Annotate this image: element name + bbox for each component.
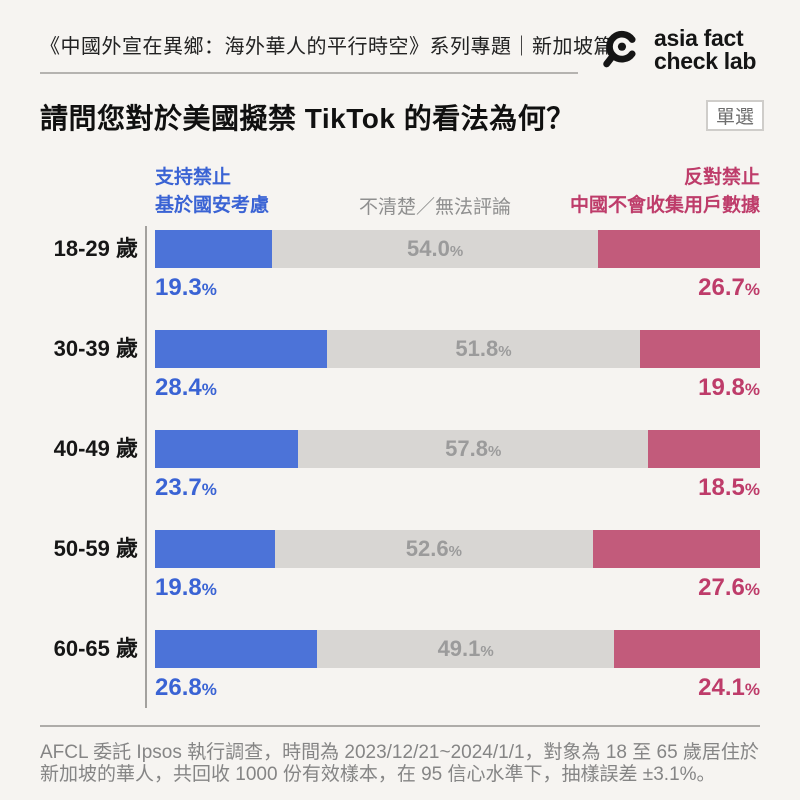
oppose-value-label: 26.7% [698, 274, 760, 301]
stacked-bar: 57.8% [155, 430, 760, 468]
bar-value-labels: 19.8% 27.6% [155, 574, 760, 602]
chart-row-50-59: 50-59 歲 52.6% 19.8% 27.6% [0, 530, 800, 630]
logo-line2: check lab [654, 48, 757, 74]
bar-segment-oppose [614, 630, 760, 668]
chart-axis-line [145, 226, 147, 708]
footer-line1: AFCL 委託 Ipsos 執行調查，時間為 2023/12/21~2024/1… [40, 742, 759, 763]
bar-segment-oppose [648, 430, 760, 468]
bar-value-labels: 19.3% 26.7% [155, 274, 760, 302]
bar-segment-support [155, 330, 327, 368]
logo-line1: asia fact [654, 25, 744, 51]
stacked-bar: 52.6% [155, 530, 760, 568]
legend-unclear: 不清楚／無法評論 [358, 197, 511, 218]
oppose-value-label: 24.1% [698, 674, 760, 701]
footer-line2: 新加坡的華人，共回收 1000 份有效樣本，在 95 信心水準下，抽樣誤差 ±3… [40, 764, 716, 785]
oppose-value-label: 18.5% [698, 474, 760, 501]
bar-segment-support [155, 230, 272, 268]
unclear-value-label: 49.1% [437, 636, 494, 661]
legend-support: 支持禁止 基於國安考慮 [155, 164, 269, 220]
chart-row-30-39: 30-39 歲 51.8% 28.4% 19.8% [0, 330, 800, 430]
age-group-label: 50-59 歲 [53, 536, 138, 561]
bar-value-labels: 26.8% 24.1% [155, 674, 760, 702]
chart-row-60-65: 60-65 歲 49.1% 26.8% 24.1% [0, 630, 800, 730]
percent-sign: % [498, 343, 512, 360]
bar-segment-oppose [598, 230, 760, 268]
bar-segment-oppose [640, 330, 760, 368]
percent-sign: % [201, 280, 217, 299]
bar-value-labels: 28.4% 19.8% [155, 374, 760, 402]
percent-sign: % [201, 680, 217, 699]
percent-sign: % [449, 243, 464, 260]
legend-oppose-line2: 中國不會收集用戶數據 [569, 195, 760, 216]
legend-support-line1: 支持禁止 [155, 167, 232, 188]
unclear-value-label: 57.8% [445, 436, 502, 461]
bar-segment-oppose [593, 530, 760, 568]
bar-value-labels: 23.7% 18.5% [155, 474, 760, 502]
percent-sign: % [487, 443, 502, 460]
support-value-label: 28.4% [155, 374, 217, 401]
support-value-label: 23.7% [155, 474, 217, 501]
unclear-value-label: 54.0% [407, 236, 464, 261]
legend-oppose: 反對禁止 中國不會收集用戶數據 [410, 164, 760, 220]
age-group-label: 18-29 歲 [53, 236, 138, 261]
stacked-bar: 54.0% [155, 230, 760, 268]
bar-segment-support [155, 430, 299, 468]
bar-segment-support [155, 630, 318, 668]
percent-sign: % [744, 680, 760, 699]
percent-sign: % [744, 580, 760, 599]
unclear-value-label: 51.8% [455, 336, 512, 361]
oppose-value-label: 19.8% [698, 374, 760, 401]
stacked-bar: 51.8% [155, 330, 760, 368]
bar-segment-unclear: 52.6% [274, 530, 593, 568]
chart-row-40-49: 40-49 歲 57.8% 23.7% 18.5% [0, 430, 800, 530]
legend-support-line2: 基於國安考慮 [155, 195, 270, 216]
series-title: 《中國外宣在異鄉：海外華人的平行時空》系列專題｜新加坡篇 [40, 36, 614, 58]
percent-sign: % [744, 380, 760, 399]
bar-segment-support [155, 530, 275, 568]
bar-segment-unclear: 54.0% [271, 230, 599, 268]
percent-sign: % [448, 543, 462, 560]
support-value-label: 19.3% [155, 274, 217, 301]
bar-segment-unclear: 49.1% [317, 630, 615, 668]
single-choice-badge: 單選 [706, 100, 764, 131]
bar-segment-unclear: 51.8% [326, 330, 641, 368]
footer-divider [40, 725, 760, 727]
support-value-label: 19.8% [155, 574, 217, 601]
magnifier-logo-icon [597, 24, 645, 78]
age-group-label: 60-65 歲 [53, 636, 138, 661]
percent-sign: % [201, 480, 217, 499]
logo-wordmark: asia fact check lab [654, 24, 756, 73]
unclear-value-label: 52.6% [405, 536, 462, 561]
legend-oppose-line1: 反對禁止 [683, 167, 760, 188]
chart-row-18-29: 18-29 歲 54.0% 19.3% 26.7% [0, 230, 800, 330]
percent-sign: % [480, 643, 494, 660]
header-divider [40, 72, 578, 74]
afcl-logo: asia fact check lab [597, 24, 756, 78]
percent-sign: % [201, 380, 217, 399]
support-value-label: 26.8% [155, 674, 217, 701]
oppose-value-label: 27.6% [698, 574, 760, 601]
age-group-label: 40-49 歲 [53, 436, 138, 461]
survey-methodology-note: AFCL 委託 Ipsos 執行調查，時間為 2023/12/21~2024/1… [40, 742, 759, 786]
bar-segment-unclear: 57.8% [298, 430, 649, 468]
stacked-bar: 49.1% [155, 630, 760, 668]
percent-sign: % [744, 480, 760, 499]
percent-sign: % [744, 280, 760, 299]
percent-sign: % [201, 580, 217, 599]
question-title: 請問您對於美國擬禁 TikTok 的看法為何？ [40, 103, 575, 134]
age-group-label: 30-39 歲 [53, 336, 138, 361]
